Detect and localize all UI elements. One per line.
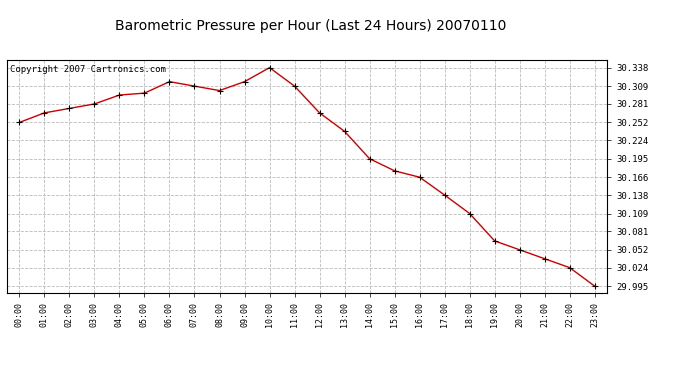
Text: Barometric Pressure per Hour (Last 24 Hours) 20070110: Barometric Pressure per Hour (Last 24 Ho… bbox=[115, 19, 506, 33]
Text: Copyright 2007 Cartronics.com: Copyright 2007 Cartronics.com bbox=[10, 64, 166, 74]
